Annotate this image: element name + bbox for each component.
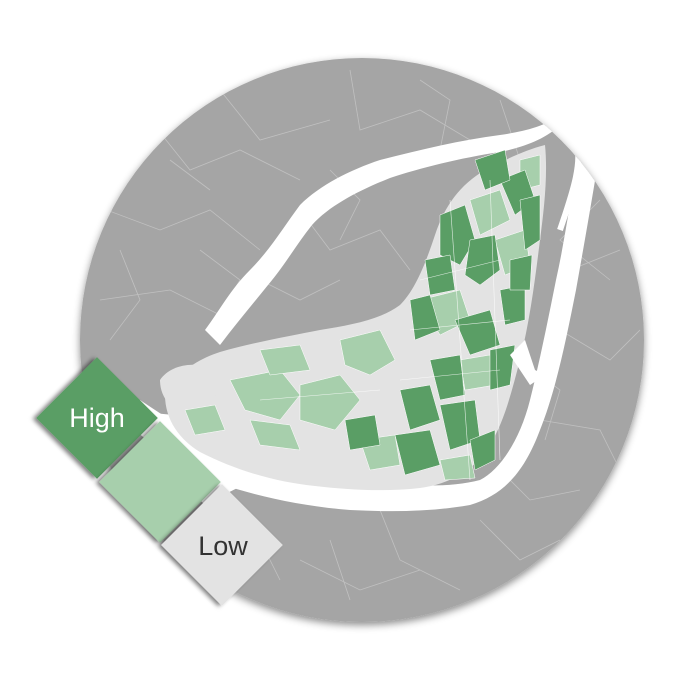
legend-label-high: High bbox=[69, 403, 125, 433]
legend-label-low: Low bbox=[198, 531, 248, 561]
